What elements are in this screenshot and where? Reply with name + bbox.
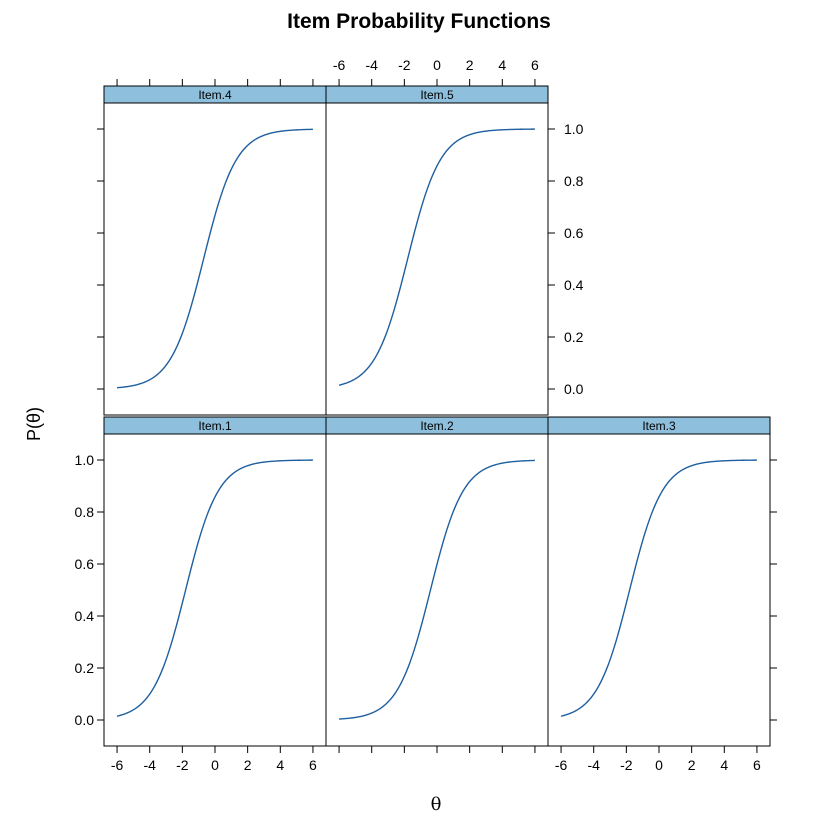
x-tick-label-top-item-5: 4	[498, 57, 506, 73]
y-tick-label-left-item-1: 0.2	[75, 660, 95, 676]
x-tick-label-bottom-item-3: -4	[587, 757, 600, 773]
plot-frame-item-1	[103, 433, 327, 747]
x-tick-label-bottom-item-1: 0	[211, 757, 219, 773]
x-tick-label-bottom-item-3: -2	[620, 757, 633, 773]
x-tick-label-bottom-item-3: 0	[655, 757, 663, 773]
panels-group: Item.1 Item.2 Item.3 Item.4 Item.5 -6 -4 -2 0 2 4 6…	[75, 57, 777, 773]
x-tick-label-bottom-item-3: 6	[753, 757, 761, 773]
x-tick-label-bottom-item-1: -6	[111, 757, 124, 773]
x-tick-label-top-item-5: 0	[433, 57, 441, 73]
y-tick-label-left-item-1: 0.0	[75, 712, 95, 728]
panel-item-3: Item.3	[547, 416, 771, 747]
y-tick-label-right-item-5: 0.4	[564, 277, 584, 293]
x-tick-label-top-item-5: -6	[333, 57, 346, 73]
panel-item-4: Item.4	[103, 85, 327, 416]
y-tick-label-left-item-1: 1.0	[75, 452, 95, 468]
x-tick-label-bottom-item-1: -2	[176, 757, 189, 773]
x-tick-label-top-item-5: -2	[398, 57, 411, 73]
curve-item-3	[560, 459, 757, 717]
strip-label-item-5: Item.5	[420, 88, 454, 102]
strip-label-item-4: Item.4	[198, 88, 232, 102]
panel-item-1: Item.1	[103, 416, 327, 747]
x-tick-label-bottom-item-3: 4	[720, 757, 728, 773]
x-tick-label-bottom-item-3: 2	[688, 757, 696, 773]
strip-label-item-2: Item.2	[420, 419, 454, 433]
curve-item-1	[116, 459, 313, 717]
strip-label-item-3: Item.3	[642, 419, 676, 433]
x-axis-title: θ	[431, 794, 442, 815]
x-tick-label-bottom-item-1: 6	[309, 757, 317, 773]
y-tick-label-right-item-5: 0.0	[564, 381, 584, 397]
y-tick-label-right-item-5: 1.0	[564, 121, 584, 137]
y-tick-label-right-item-5: 0.8	[564, 173, 584, 189]
curve-item-2	[339, 459, 535, 720]
strip-label-item-1: Item.1	[198, 419, 232, 433]
chart-title: Item Probability Functions	[287, 10, 551, 33]
y-axis-title: P(θ)	[24, 407, 44, 441]
x-tick-label-top-item-5: 6	[531, 57, 539, 73]
x-tick-label-bottom-item-3: -6	[555, 757, 568, 773]
x-tick-label-top-item-5: 2	[466, 57, 474, 73]
y-tick-label-right-item-5: 0.6	[564, 225, 584, 241]
x-tick-label-bottom-item-1: 4	[276, 757, 284, 773]
y-tick-label-left-item-1: 0.6	[75, 556, 95, 572]
plot-frame-item-2	[325, 433, 549, 747]
plot-frame-item-3	[547, 433, 771, 747]
plot-frame-item-4	[103, 102, 327, 416]
x-tick-label-bottom-item-1: 2	[244, 757, 252, 773]
panel-item-5: Item.5	[325, 85, 549, 416]
plot-frame-item-5	[325, 102, 549, 416]
x-tick-label-top-item-5: -4	[365, 57, 378, 73]
y-tick-label-right-item-5: 0.2	[564, 329, 584, 345]
y-tick-label-left-item-1: 0.4	[75, 608, 95, 624]
curve-item-4	[117, 128, 313, 389]
y-tick-label-left-item-1: 0.8	[75, 504, 95, 520]
x-tick-label-bottom-item-1: -4	[143, 757, 156, 773]
panel-item-2: Item.2	[325, 416, 549, 747]
curve-item-5	[338, 128, 535, 386]
